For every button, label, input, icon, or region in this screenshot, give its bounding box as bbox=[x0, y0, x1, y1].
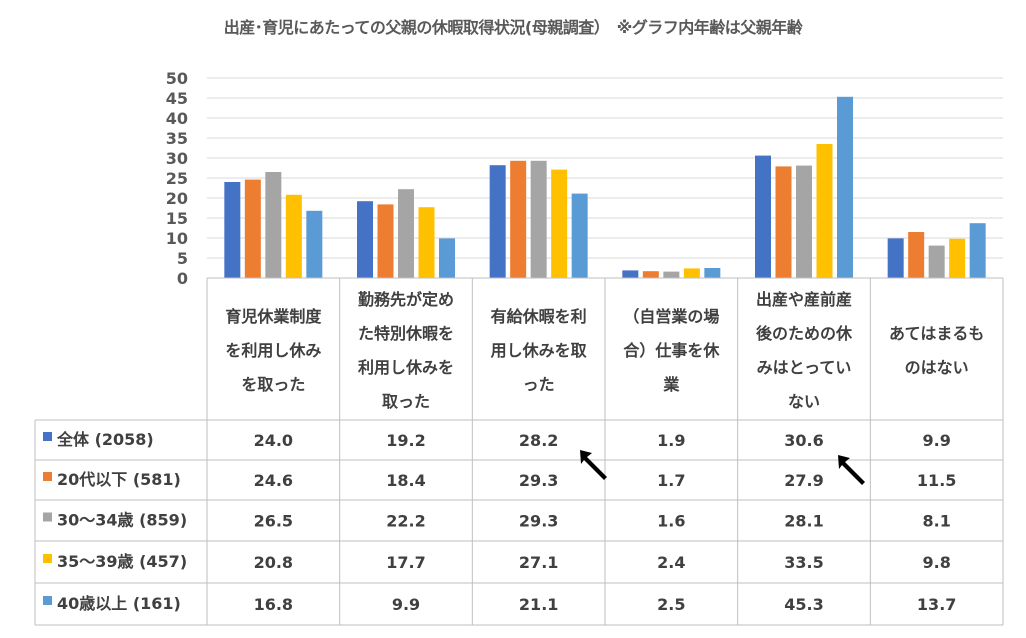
bar bbox=[571, 193, 588, 278]
bar bbox=[530, 160, 547, 278]
bar bbox=[224, 182, 241, 278]
data-cell: 24.0 bbox=[254, 431, 293, 450]
bar bbox=[418, 207, 435, 278]
bar bbox=[816, 144, 833, 278]
bar bbox=[969, 223, 986, 278]
bar bbox=[949, 238, 966, 278]
bar bbox=[377, 204, 394, 278]
data-cell: 30.6 bbox=[784, 431, 823, 450]
y-tick-label: 35 bbox=[166, 129, 188, 148]
data-cell: 29.3 bbox=[519, 471, 558, 490]
category-label: 有給休暇を利用し休みを取った bbox=[491, 307, 587, 394]
cursor-arrow-icon bbox=[580, 450, 607, 480]
category-label: （自営業の場合）仕事を休業 bbox=[623, 307, 720, 394]
data-cell: 28.1 bbox=[784, 512, 823, 531]
data-cell: 9.8 bbox=[922, 553, 950, 572]
legend-swatch bbox=[43, 472, 52, 481]
bar bbox=[510, 160, 527, 278]
bar bbox=[642, 271, 659, 278]
bar bbox=[244, 179, 261, 278]
data-cell: 18.4 bbox=[386, 471, 425, 490]
chart-title: 出産･育児にあたっての父親の休暇取得状況(母親調査） ※グラフ内年齢は父親年齢 bbox=[223, 18, 803, 37]
data-cell: 28.2 bbox=[519, 431, 558, 450]
y-tick-label: 0 bbox=[177, 269, 188, 288]
data-cell: 27.1 bbox=[519, 553, 558, 572]
bar bbox=[704, 268, 721, 278]
y-tick-label: 30 bbox=[166, 149, 188, 168]
bar bbox=[908, 232, 925, 278]
legend-swatch bbox=[43, 512, 52, 522]
data-cell: 13.7 bbox=[917, 595, 956, 614]
bar bbox=[683, 268, 700, 278]
category-label: 勤務先が定めた特別休暇を利用し休みを取った bbox=[358, 290, 454, 411]
bar bbox=[489, 165, 506, 278]
y-tick-label: 15 bbox=[166, 209, 188, 228]
data-cell: 19.2 bbox=[386, 431, 425, 450]
bar bbox=[775, 166, 792, 278]
bar bbox=[357, 201, 373, 278]
legend-label: 20代以下 (581) bbox=[57, 470, 181, 489]
bar bbox=[265, 172, 282, 278]
data-cell: 22.2 bbox=[386, 512, 425, 531]
data-cell: 26.5 bbox=[254, 512, 293, 531]
data-cell: 20.8 bbox=[254, 553, 293, 572]
legend-swatch bbox=[43, 554, 52, 563]
y-tick-label: 5 bbox=[177, 249, 188, 268]
y-tick-label: 10 bbox=[166, 229, 188, 248]
bar bbox=[928, 245, 945, 278]
data-cell: 1.9 bbox=[657, 431, 685, 450]
bar bbox=[755, 155, 771, 278]
data-cell: 9.9 bbox=[392, 595, 420, 614]
y-tick-label: 20 bbox=[166, 189, 188, 208]
bar bbox=[398, 189, 414, 278]
data-cell: 27.9 bbox=[784, 471, 823, 490]
data-cell: 24.6 bbox=[254, 471, 293, 490]
bar bbox=[551, 169, 568, 278]
legend-swatch bbox=[43, 596, 52, 605]
data-cell: 17.7 bbox=[386, 553, 425, 572]
bar bbox=[439, 238, 455, 278]
legend-label: 40歳以上 (161) bbox=[57, 594, 181, 613]
category-label: 出産や産前産後のための休みはとっていない bbox=[756, 290, 853, 411]
bar bbox=[837, 96, 853, 278]
bar bbox=[887, 238, 904, 278]
data-cell: 45.3 bbox=[784, 595, 823, 614]
bar bbox=[622, 270, 639, 278]
bar bbox=[796, 165, 812, 278]
legend-label: 35～39歳 (457) bbox=[57, 552, 187, 571]
cursor-arrow-icon bbox=[838, 455, 865, 485]
data-cell: 1.7 bbox=[657, 471, 685, 490]
data-cell: 21.1 bbox=[519, 595, 558, 614]
y-tick-label: 50 bbox=[166, 69, 188, 88]
legend-label: 30～34歳 (859) bbox=[57, 511, 187, 530]
data-cell: 11.5 bbox=[917, 471, 956, 490]
category-label: 育児休業制度を利用し休みを取った bbox=[225, 307, 322, 394]
data-cell: 29.3 bbox=[519, 512, 558, 531]
data-cell: 9.9 bbox=[922, 431, 950, 450]
data-cell: 16.8 bbox=[254, 595, 293, 614]
bar bbox=[306, 210, 323, 278]
legend-swatch bbox=[43, 432, 52, 441]
category-label: あてはまるものはない bbox=[889, 324, 984, 377]
legend-label: 全体 (2058) bbox=[56, 430, 154, 449]
y-tick-label: 45 bbox=[166, 89, 188, 108]
data-cell: 2.5 bbox=[657, 595, 685, 614]
bar bbox=[663, 271, 680, 278]
data-cell: 8.1 bbox=[922, 512, 950, 531]
data-cell: 1.6 bbox=[657, 512, 685, 531]
data-cell: 2.4 bbox=[657, 553, 685, 572]
y-tick-label: 40 bbox=[166, 109, 188, 128]
data-cell: 33.5 bbox=[784, 553, 823, 572]
y-tick-label: 25 bbox=[166, 169, 188, 188]
bar bbox=[285, 194, 302, 278]
